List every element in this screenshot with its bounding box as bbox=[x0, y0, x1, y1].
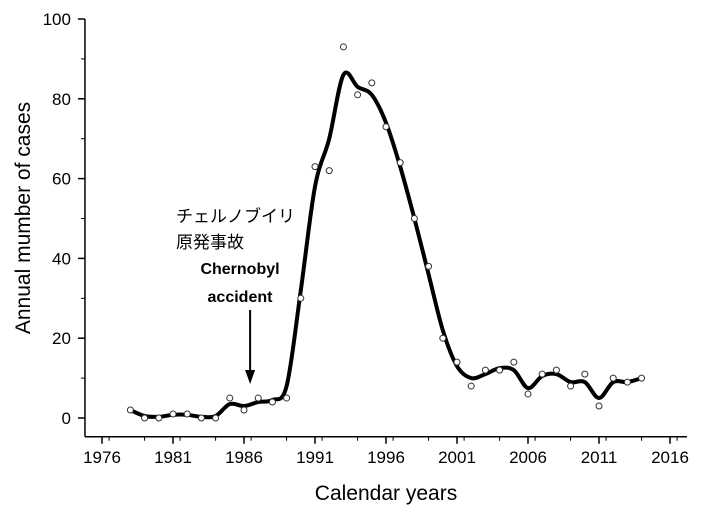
data-point bbox=[623, 378, 631, 386]
data-point bbox=[382, 123, 390, 131]
x-tick-label: 1991 bbox=[296, 448, 334, 467]
data-point bbox=[126, 406, 134, 414]
data-point bbox=[609, 374, 617, 382]
annotation-jp-1: チェルノブイリ bbox=[176, 206, 295, 227]
x-tick-label: 2011 bbox=[581, 448, 618, 467]
annotation-en-1: Chernobyl bbox=[200, 261, 279, 278]
x-tick-label: 1996 bbox=[367, 448, 405, 467]
data-point bbox=[439, 334, 447, 342]
data-point bbox=[496, 366, 504, 374]
data-point bbox=[183, 410, 191, 418]
data-point bbox=[155, 414, 163, 422]
data-point bbox=[169, 410, 177, 418]
x-tick-label: 1981 bbox=[154, 448, 192, 467]
y-tick-label: 20 bbox=[52, 329, 71, 348]
data-point bbox=[410, 215, 418, 222]
data-point bbox=[567, 382, 575, 390]
y-tick-label: 80 bbox=[52, 90, 71, 109]
data-point bbox=[467, 382, 475, 390]
arrow-head bbox=[245, 370, 256, 384]
data-point bbox=[581, 370, 589, 378]
x-tick-label: 2001 bbox=[438, 448, 476, 467]
y-tick-label: 100 bbox=[43, 10, 71, 29]
data-point bbox=[311, 163, 319, 171]
data-point bbox=[325, 167, 333, 175]
data-point bbox=[197, 414, 205, 422]
data-point bbox=[595, 402, 603, 410]
data-point bbox=[254, 394, 262, 402]
data-point bbox=[226, 394, 234, 402]
data-point bbox=[268, 398, 276, 406]
x-tick-label: 1986 bbox=[225, 448, 263, 467]
data-point bbox=[552, 366, 560, 374]
data-point bbox=[339, 43, 347, 51]
data-point bbox=[481, 366, 489, 374]
x-tick-label: 2016 bbox=[651, 448, 689, 467]
y-tick-label: 0 bbox=[61, 409, 70, 428]
data-point bbox=[638, 374, 646, 382]
y-axis-label: Annual mumber of cases bbox=[12, 102, 35, 334]
data-point bbox=[297, 294, 305, 302]
x-tick-label: 1976 bbox=[83, 448, 121, 467]
y-tick-label: 40 bbox=[52, 249, 71, 268]
data-point bbox=[524, 390, 532, 398]
x-tick-label: 2006 bbox=[509, 448, 547, 467]
data-point bbox=[283, 394, 291, 402]
data-point bbox=[538, 370, 546, 378]
data-point bbox=[510, 358, 518, 366]
data-point bbox=[212, 414, 220, 422]
x-axis-label: Calendar years bbox=[315, 482, 457, 505]
annotation-en-2: accident bbox=[208, 289, 274, 306]
data-point bbox=[453, 358, 461, 366]
data-point bbox=[240, 406, 248, 414]
data-point bbox=[141, 414, 149, 422]
annotation-arrow bbox=[245, 310, 256, 384]
data-point bbox=[368, 79, 376, 87]
annotation-jp-2: 原発事故 bbox=[176, 233, 244, 253]
data-point bbox=[396, 159, 404, 167]
data-point bbox=[425, 262, 433, 270]
data-point bbox=[354, 91, 362, 99]
y-tick-label: 60 bbox=[52, 170, 71, 189]
